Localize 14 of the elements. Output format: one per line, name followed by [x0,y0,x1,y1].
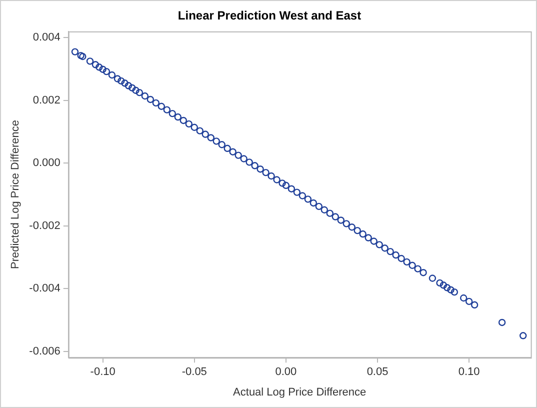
y-tick-label: 0.000 [32,157,60,170]
y-tick-label: 0.004 [32,32,60,44]
x-tick-label: -0.10 [90,366,116,378]
y-tick-label: -0.002 [29,220,60,232]
y-tick-label: 0.002 [32,94,60,106]
y-tick-label: -0.006 [29,345,60,358]
y-tick-label: -0.004 [29,282,60,295]
x-axis-title: Actual Log Price Difference [233,386,366,398]
chart-title: Linear Prediction West and East [178,8,362,23]
x-tick-label: 0.05 [366,366,388,378]
x-tick-label: 0.10 [458,366,480,378]
x-tick-label: -0.05 [182,366,207,378]
y-axis-title: Predicted Log Price Difference [10,120,22,269]
x-tick-label: 0.00 [275,366,297,378]
